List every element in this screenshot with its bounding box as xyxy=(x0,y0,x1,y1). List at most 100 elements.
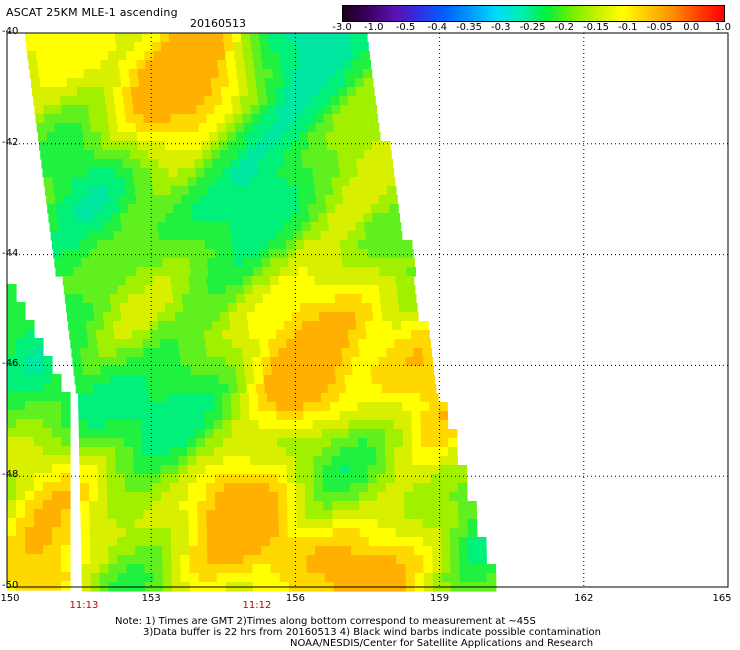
swath-cell xyxy=(7,464,17,474)
swath-cell xyxy=(208,267,218,277)
swath-cell xyxy=(108,258,118,268)
swath-cell xyxy=(178,483,189,493)
swath-cell xyxy=(413,348,423,358)
swath-cell xyxy=(430,456,440,466)
swath-cell xyxy=(153,285,164,295)
swath-cell xyxy=(43,464,53,474)
swath-cell xyxy=(270,564,281,574)
swath-cell xyxy=(411,330,421,340)
swath-cell xyxy=(363,303,373,313)
swath-cell xyxy=(85,150,95,160)
swath-cell xyxy=(135,357,145,367)
swath-cell xyxy=(272,204,282,214)
swath-cell xyxy=(251,537,262,547)
swath-cell xyxy=(242,276,253,286)
swath-cell xyxy=(354,384,365,394)
swath-cell xyxy=(170,528,181,538)
swath-cell xyxy=(304,33,314,43)
swath-cell xyxy=(78,402,88,412)
swath-cell xyxy=(232,177,243,187)
swath-cell xyxy=(268,474,279,484)
swath-cell xyxy=(303,420,314,430)
swath-cell xyxy=(98,249,108,259)
swath-cell xyxy=(197,528,208,538)
swath-cell xyxy=(34,500,44,510)
swath-cell xyxy=(303,429,314,439)
swath-cell xyxy=(247,312,257,322)
swath-cell xyxy=(145,60,156,70)
swath-cell xyxy=(421,447,431,457)
swath-cell xyxy=(325,294,336,304)
swath-cell xyxy=(93,78,104,88)
swath-cell xyxy=(170,519,181,529)
swath-cell xyxy=(90,285,101,295)
swath-cell xyxy=(129,213,139,223)
swath-cell xyxy=(390,303,400,313)
swath-cell xyxy=(155,69,166,79)
swath-cell xyxy=(382,222,393,232)
swath-cell xyxy=(133,474,144,484)
swath-cell xyxy=(273,141,283,151)
swath-cell xyxy=(393,420,404,430)
swath-cell xyxy=(267,330,277,340)
swath-cell xyxy=(147,384,158,394)
swath-cell xyxy=(261,51,271,61)
swath-cell xyxy=(335,375,346,385)
swath-cell xyxy=(114,393,124,403)
swath-cell xyxy=(313,105,323,115)
map-date: 20160513 xyxy=(190,17,246,30)
swath-cell xyxy=(339,393,349,403)
swath-cell xyxy=(166,150,176,160)
latitude-label: -48 xyxy=(2,469,19,481)
swath-cell xyxy=(223,339,233,349)
swath-cell xyxy=(237,303,247,313)
swath-cell xyxy=(159,240,170,250)
swath-cell xyxy=(396,546,406,556)
swath-cell xyxy=(99,564,110,574)
swath-cell xyxy=(104,321,114,331)
swath-cell xyxy=(247,150,257,160)
swath-cell xyxy=(397,366,408,376)
swath-cell xyxy=(239,87,249,97)
swath-cell xyxy=(105,330,115,340)
swath-cell xyxy=(133,456,143,466)
swath-cell xyxy=(300,384,311,394)
swath-cell xyxy=(78,411,88,421)
swath-cell xyxy=(402,393,412,403)
swath-cell xyxy=(349,438,359,448)
swath-cell xyxy=(277,438,287,448)
swath-cell xyxy=(25,464,35,474)
swath-cell xyxy=(385,438,395,448)
swath-cell xyxy=(259,177,270,187)
swath-cell xyxy=(305,528,316,538)
swath-cell xyxy=(360,51,370,61)
swath-cell xyxy=(61,536,71,546)
swath-cell xyxy=(7,563,17,573)
swath-cell xyxy=(315,123,326,133)
swath-cell xyxy=(89,492,99,502)
swath-cell xyxy=(369,357,379,367)
swath-cell xyxy=(260,537,271,547)
swath-cell xyxy=(323,186,334,196)
swath-cell xyxy=(338,159,348,169)
swath-cell xyxy=(210,384,221,394)
swath-cell xyxy=(354,141,364,151)
swath-cell xyxy=(68,231,79,241)
swath-cell xyxy=(226,366,237,376)
swath-cell xyxy=(270,555,280,565)
swath-cell xyxy=(135,258,145,268)
note-line-1: Note: 1) Times are GMT 2)Times along bot… xyxy=(115,616,536,627)
colorbar-label: -0.3 xyxy=(490,22,511,33)
swath-cell xyxy=(319,150,329,160)
swath-cell xyxy=(112,222,123,232)
swath-cell xyxy=(141,330,151,340)
swath-cell xyxy=(371,204,381,214)
swath-cell xyxy=(214,438,224,448)
swath-cell xyxy=(366,168,377,178)
swath-cell xyxy=(306,573,317,583)
swath-cell xyxy=(224,492,234,502)
swath-cell xyxy=(414,357,424,367)
swath-cell xyxy=(171,564,182,574)
swath-cell xyxy=(405,285,416,295)
swath-cell xyxy=(60,240,71,250)
